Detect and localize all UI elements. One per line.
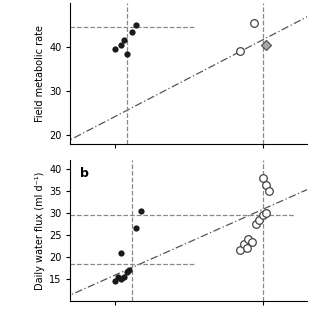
Text: b: b xyxy=(80,167,89,180)
Y-axis label: Field metabolic rate: Field metabolic rate xyxy=(35,25,45,122)
Y-axis label: Daily water flux (ml d⁻¹): Daily water flux (ml d⁻¹) xyxy=(35,172,45,290)
